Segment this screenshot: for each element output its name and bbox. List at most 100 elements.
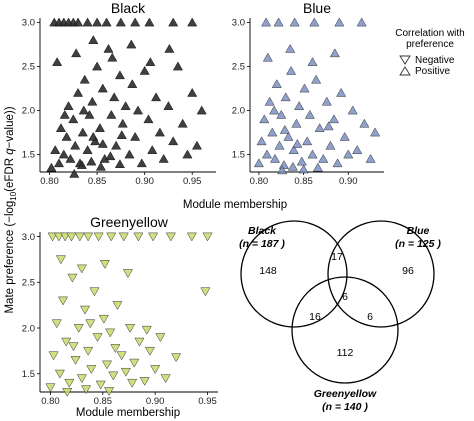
blue-point	[365, 153, 376, 163]
blue-point	[264, 96, 275, 106]
black-point	[130, 17, 141, 27]
venn-label-blue: Blue	[407, 225, 430, 237]
blue-point	[343, 149, 354, 159]
black-point	[70, 140, 81, 150]
black-point	[116, 130, 127, 139]
black-point	[92, 17, 103, 27]
blue-point	[298, 164, 309, 174]
black-point	[79, 74, 90, 84]
venn-count-blue-greenyellow: 6	[367, 311, 373, 323]
greenyellow-point	[89, 287, 100, 297]
scatter-panel-black: Black 0.80 0.85 0.90 0.95 1.5 2.0 2.5 3.0	[22, 0, 216, 187]
greenyellow-point	[202, 232, 213, 242]
greenyellow-point	[54, 369, 65, 379]
black-point	[86, 156, 97, 166]
x-axis-label-top: Module membership	[183, 199, 287, 211]
blue-point	[278, 160, 289, 169]
black-point	[97, 83, 108, 93]
greenyellow-point	[129, 358, 140, 368]
greenyellow-point	[61, 337, 72, 347]
black-point	[172, 61, 183, 71]
black-point	[82, 17, 93, 27]
black-point	[90, 136, 101, 146]
greenyellow-point	[144, 346, 155, 356]
blue-point	[294, 101, 305, 110]
black-point	[114, 70, 125, 80]
greenyellow-point	[86, 365, 97, 375]
black-point	[97, 138, 108, 148]
black-point	[145, 57, 156, 66]
black-point	[139, 65, 150, 75]
black-point	[65, 153, 76, 163]
blue-point	[302, 136, 313, 146]
greenyellow-point	[104, 387, 115, 396]
black-point	[114, 159, 125, 169]
greenyellow-point	[160, 374, 171, 384]
greenyellow-point	[98, 314, 109, 324]
blue-point	[359, 118, 370, 128]
greenyellow-point	[200, 287, 211, 297]
black-point	[127, 79, 138, 88]
blue-point	[296, 156, 307, 166]
greenyellow-y-tick-label: 1.5	[22, 369, 35, 380]
blue-y-tick-label: 2.0	[232, 106, 245, 117]
blue-x-tick-label: 0.85	[294, 176, 313, 187]
greenyellow-point	[55, 255, 66, 265]
blue-point	[304, 109, 315, 119]
greenyellow-x-tick-label: 0.90	[146, 396, 165, 407]
blue-point	[289, 17, 300, 27]
legend-item-positive: Positive	[415, 66, 450, 77]
venn-label-black: Black	[248, 225, 277, 237]
black-point	[46, 162, 57, 172]
blue-point	[273, 17, 284, 27]
venn-count-blue-only: 96	[402, 265, 414, 277]
black-point	[77, 127, 88, 137]
greenyellow-point	[110, 344, 121, 353]
blue-point	[283, 131, 294, 141]
black-point	[106, 109, 117, 119]
black-point	[53, 158, 65, 168]
y-axis-label: Mate preference (−log10(eFDR q−value))	[4, 106, 18, 313]
black-point	[187, 87, 198, 97]
legend-triangle-up-icon	[399, 66, 411, 76]
blue-point	[312, 162, 323, 172]
greenyellow-point	[51, 319, 62, 329]
blue-point	[267, 127, 278, 137]
blue-point	[332, 158, 343, 168]
scatter-panel-blue: Blue 0.80 0.85 0.90 1.5 2.0 2.5 3.0	[232, 0, 384, 187]
blue-point	[356, 17, 367, 27]
blue-point	[261, 17, 272, 27]
greenyellow-point	[120, 367, 131, 377]
black-point	[94, 123, 105, 132]
greenyellow-point	[155, 333, 166, 343]
blue-panel-title: Blue	[303, 0, 331, 16]
greenyellow-point	[148, 232, 159, 242]
black-y-tick-label: 1.5	[22, 150, 35, 161]
blue-y-tick-label: 3.0	[232, 18, 245, 29]
black-point	[164, 43, 175, 53]
greenyellow-point	[70, 356, 81, 365]
greenyellow-point	[68, 342, 79, 352]
blue-point	[309, 17, 320, 27]
blue-point	[259, 114, 270, 124]
greenyellow-point	[92, 333, 103, 343]
blue-point	[277, 165, 288, 175]
black-point	[105, 151, 116, 161]
black-point	[124, 149, 135, 159]
legend-title-line1: Correlation with	[395, 28, 464, 39]
blue-point	[299, 83, 310, 93]
venn-count-black-only: 148	[259, 265, 277, 277]
black-point	[109, 92, 120, 102]
black-point	[59, 109, 70, 119]
black-point	[78, 105, 89, 115]
black-point	[126, 39, 137, 49]
greenyellow-point	[95, 380, 106, 390]
black-panel-title: Black	[111, 0, 146, 16]
black-x-tick-label: 0.90	[135, 176, 154, 187]
black-point	[103, 43, 114, 53]
venn-n-black: (n = 187 )	[239, 238, 285, 250]
black-point	[151, 92, 162, 102]
black-point	[177, 118, 188, 128]
blue-x-tick-label: 0.80	[250, 176, 269, 187]
greenyellow-point	[79, 305, 91, 315]
